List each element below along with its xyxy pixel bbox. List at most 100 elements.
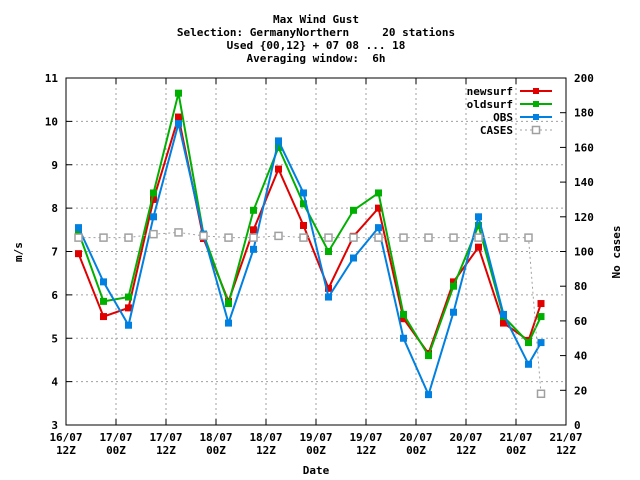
x-tick-label: 00Z [106,444,126,457]
data-point-obs [425,391,432,399]
x-tick-label: 12Z [456,444,476,457]
x-tick-label: 19/07 [349,431,382,444]
data-point-oldsurf [375,189,382,197]
x-axis-label: Date [303,464,330,477]
y-tick-label: 7 [51,246,58,259]
y-tick-label: 11 [45,72,59,85]
x-tick-label: 19/07 [299,431,332,444]
data-point-newsurf [75,250,82,258]
data-point-newsurf [275,165,282,173]
x-tick-label: 00Z [306,444,326,457]
legend-marker-oldsurf [533,101,539,107]
data-point-oldsurf [150,189,157,197]
data-point-cases [149,229,158,239]
title-line: Used {00,12} + 07 08 ... 18 [227,39,406,52]
data-point-cases [474,233,483,242]
data-point-obs [375,224,382,232]
x-tick-label: 20/07 [399,431,432,444]
data-point-obs [350,254,357,262]
data-point-oldsurf [425,352,432,360]
series [74,89,546,399]
data-point-obs [125,321,132,329]
legend-label-newsurf: newsurf [467,85,513,98]
legend-label-obs: OBS [493,111,513,124]
legend-marker-newsurf [533,88,539,94]
y2-tick-label: 0 [574,419,581,432]
data-point-oldsurf [450,282,457,290]
data-point-obs [175,120,182,128]
data-point-oldsurf [225,300,232,308]
y2-tick-label: 20 [574,384,587,397]
x-tick-label: 18/07 [249,431,282,444]
data-point-cases [324,233,333,242]
data-point-oldsurf [350,206,357,214]
series-line-obs [77,123,542,398]
x-tick-label: 21/07 [499,431,532,444]
data-point-obs [75,224,82,232]
legend-label-cases: CASES [480,124,513,137]
y-tick-label: 10 [45,115,58,128]
x-tick-label: 12Z [256,444,276,457]
y2-tick-label: 120 [574,211,594,224]
y-tick-label: 9 [51,159,58,172]
x-tick-label: 17/07 [99,431,132,444]
y-tick-label: 5 [51,332,58,345]
data-point-obs [325,293,332,301]
y-tick-label: 4 [51,376,58,389]
legend-marker-obs [533,114,539,120]
data-point-obs [400,334,407,342]
x-tick-label: 00Z [406,444,426,457]
data-point-cases [174,228,183,237]
data-point-newsurf [100,313,107,321]
y-tick-label: 6 [51,289,58,302]
data-point-cases [449,233,458,242]
data-point-oldsurf [125,293,132,301]
y2-axis-label: No cases [610,226,623,279]
data-point-obs [275,137,282,145]
data-point-newsurf [475,243,482,251]
legend-marker-cases [531,125,541,135]
data-point-cases [349,233,358,242]
data-point-cases [536,389,546,399]
x-tick-label: 12Z [156,444,176,457]
x-tick-label: 12Z [556,444,576,457]
title-line: Selection: GermanyNorthern 20 stations [177,26,455,39]
data-point-oldsurf [525,339,532,347]
data-point-obs [525,360,532,368]
x-tick-label: 12Z [356,444,376,457]
data-point-cases [374,233,383,242]
x-tick-label: 00Z [506,444,526,457]
data-point-obs [250,245,257,253]
title-line: Averaging window: 6h [246,52,385,65]
data-point-newsurf [125,304,132,312]
data-point-cases [299,233,308,242]
y2-tick-label: 80 [574,280,587,293]
y2-tick-label: 180 [574,107,594,120]
data-point-cases [249,233,258,242]
data-point-newsurf [175,113,182,121]
data-point-oldsurf [537,313,545,321]
data-point-cases [524,233,533,242]
series-line-newsurf [77,116,542,356]
y2-tick-label: 200 [574,72,594,85]
data-point-obs [500,310,507,318]
y2-tick-label: 100 [574,246,594,259]
data-point-obs [300,189,307,197]
data-point-cases [99,233,108,242]
x-tick-label: 17/07 [149,431,182,444]
data-point-cases [124,233,133,242]
data-point-cases [424,233,433,242]
y-tick-label: 3 [51,419,58,432]
data-point-oldsurf [325,248,332,255]
data-point-newsurf [537,300,545,308]
data-point-obs [475,213,482,221]
x-tick-label: 21/07 [549,431,582,444]
x-tick-label: 12Z [56,444,76,457]
legend-label-oldsurf: oldsurf [467,98,513,111]
data-point-cases [274,231,283,241]
y-axis-label: m/s [12,242,25,262]
data-point-obs [150,213,157,221]
y2-tick-label: 40 [574,350,587,363]
